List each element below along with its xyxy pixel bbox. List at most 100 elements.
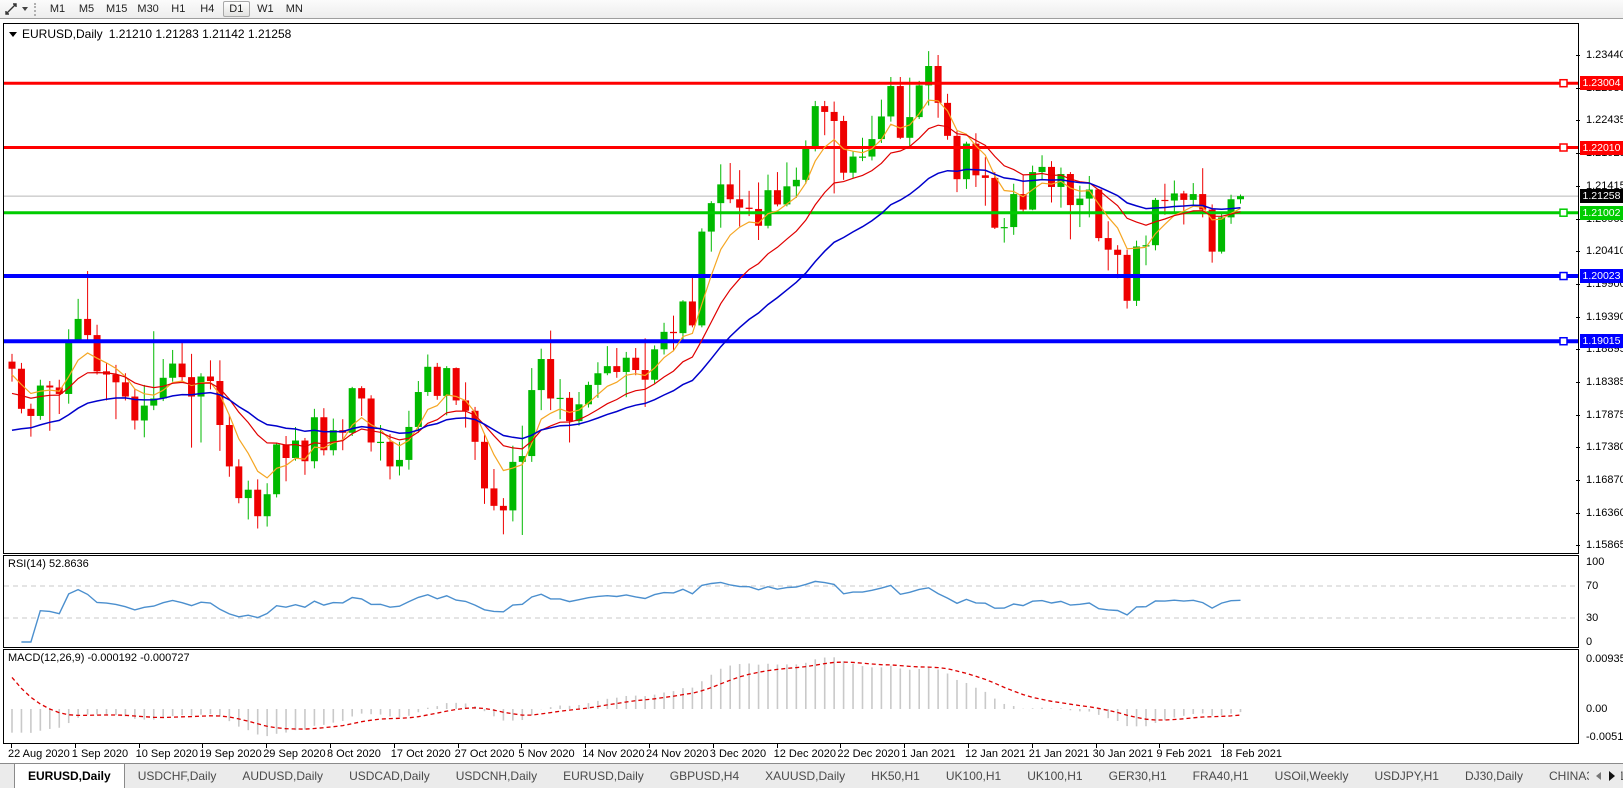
candle-body [27,408,35,416]
price-tick [1576,545,1580,546]
candle-body [632,357,640,371]
date-label: 9 Feb 2021 [1156,748,1213,760]
candle-body [518,456,526,462]
level-line-handle[interactable] [1559,143,1568,152]
chart-tab[interactable]: USDJPY,H1 [1374,769,1439,783]
timeframe-button-m30[interactable]: M30 [137,3,159,15]
chart-tab[interactable]: USOil,Weekly [1274,769,1349,783]
rsi-axis-label: 30 [1586,612,1599,624]
candle-body [1161,199,1169,202]
candle-body [859,156,866,158]
level-line-handle[interactable] [1559,336,1568,346]
timeframe-button-w1[interactable]: W1 [257,3,274,15]
price-tick [1576,512,1580,514]
candle-body [773,190,781,205]
chart-tab[interactable]: UK100,H1 [1027,769,1083,783]
candle-body [452,368,460,401]
chart-tab[interactable]: USDCHF,Daily [137,769,217,783]
candle-body [17,368,25,409]
timeframe-button-d1[interactable]: D1 [222,1,250,17]
collapse-icon[interactable] [9,31,17,37]
price-tick [1576,349,1580,350]
candle-body [613,366,621,372]
candle-body [594,373,602,385]
date-label: 24 Nov 2020 [646,748,709,760]
candle-body [1066,174,1074,206]
candle-body [509,461,517,511]
macd-panel[interactable] [3,649,1579,744]
candle-body [679,301,687,334]
date-tick [330,744,331,748]
candle-body [972,143,980,176]
candle-body [320,417,328,451]
candle-body [906,117,914,138]
price-tick-label: 1.20410 [1586,245,1623,257]
timeframe-button-mn[interactable]: MN [285,3,303,15]
candle-body [584,384,592,405]
scale-tool-icon[interactable] [4,2,19,16]
candle-body [74,318,82,341]
date-tick [649,744,650,748]
chart-tab[interactable]: XAUUSD,Daily [765,769,846,783]
timeframe-button-h4[interactable]: H4 [200,3,215,15]
candle-body [745,207,753,209]
price-tick-label: 1.15865 [1586,539,1623,551]
price-tick-label: 1.16360 [1586,506,1623,519]
date-tick [1159,744,1161,748]
price-chart-panel[interactable] [3,23,1579,554]
timeframe-button-m5[interactable]: M5 [78,3,95,15]
candle-body [292,440,299,458]
candle-body [736,199,744,208]
chart-tab[interactable]: EURUSD,Daily [563,769,644,783]
candle-body [925,65,933,86]
chart-tab[interactable]: HK50,H1 [871,769,920,783]
candle-body [1133,246,1141,301]
candle-body [915,85,923,118]
timeframe-button-m15[interactable]: M15 [106,3,128,15]
macd-axis-label: 0.009354 [1586,653,1623,665]
date-tick [74,744,76,748]
date-label: 12 Jan 2021 [965,748,1026,760]
chart-tab[interactable]: USDCNH,Daily [455,769,538,783]
price-tick [1576,447,1580,448]
candle-body [462,400,470,411]
date-label: 17 Oct 2020 [390,748,451,760]
toolbar-grip [34,2,37,16]
candle-body [1076,198,1084,206]
tab-scroll-arrows [1589,764,1621,788]
chart-tab[interactable]: EURUSD,Daily [14,764,125,788]
chart-tab[interactable]: DJ30,Daily [1464,769,1523,783]
chart-tab[interactable]: UK100,H1 [945,769,1002,783]
timeframe-buttons: M1 M5 M15 M30 H1 H4 D1 W1 MN [43,1,309,17]
chart-tab[interactable]: GER30,H1 [1108,769,1167,783]
level-line-handle[interactable] [1559,208,1568,217]
rsi-panel[interactable] [3,555,1579,648]
candle-body [849,156,857,173]
current-price-badge: 1.21258 [1580,189,1623,204]
tool-dropdown-icon[interactable] [22,7,28,11]
candle-body [1189,194,1197,200]
tab-scroll-left-button[interactable] [1591,767,1605,785]
date-label: 12 Dec 2020 [773,748,836,760]
tab-scroll-right-button[interactable] [1605,767,1619,785]
cursor-tool-cluster[interactable] [0,0,32,18]
candle-body [112,374,120,383]
price-tick [1576,479,1580,481]
level-line-handle[interactable] [1559,78,1568,88]
chart-tab[interactable]: AUDUSD,Daily [242,769,324,783]
candle-body [273,444,281,495]
chart-tab[interactable]: FRA40,H1 [1192,769,1249,783]
candle-body [367,398,375,443]
candle-body [764,190,772,226]
date-label: 29 Sep 2020 [263,748,326,760]
timeframe-button-m1[interactable]: M1 [49,3,66,15]
chart-tab[interactable]: USDCAD,Daily [349,769,430,783]
date-tick [904,744,906,748]
date-tick [840,744,842,748]
timeframe-button-h1[interactable]: H1 [171,3,186,15]
chart-tab[interactable]: GBPUSD,H4 [669,769,740,783]
candle-body [688,301,696,326]
chart-symbol-label: EURUSD,Daily [22,27,103,41]
level-line-handle[interactable] [1559,271,1568,281]
